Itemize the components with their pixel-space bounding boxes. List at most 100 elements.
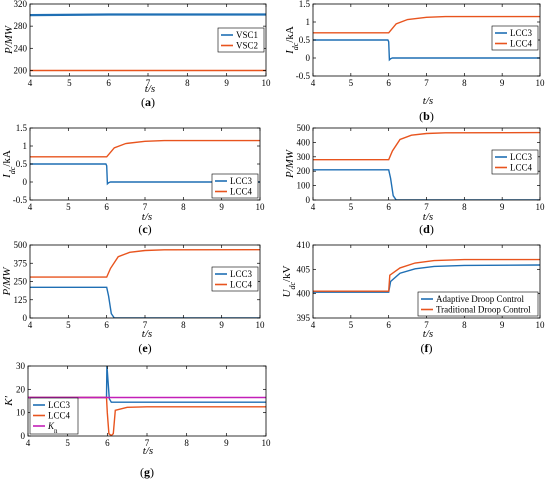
y-axis-label: Idc/kA (284, 26, 300, 55)
x-axis-label: t/s (142, 211, 152, 223)
series-line-lcc4 (28, 396, 266, 436)
x-tick-label: 7 (424, 202, 429, 212)
y-tick-label: 30 (16, 361, 26, 371)
y-tick-label: 125 (14, 295, 28, 305)
x-tick-label: 7 (143, 202, 148, 212)
y-tick-label: 400 (297, 289, 311, 299)
x-tick-label: 9 (500, 78, 505, 88)
y-tick-label: -0.5 (13, 195, 28, 205)
panel-caption: (d) (419, 222, 434, 236)
x-tick-label: 8 (181, 320, 186, 330)
series-line-lcc3 (313, 39, 540, 62)
chart-panel-6: 4 5 6 7 8 9 10 395 400 405 410 t/s Udc/kV Adaptive Dr… (281, 240, 545, 355)
x-axis-label: t/s (142, 328, 152, 340)
x-tick-label: 4 (28, 78, 33, 88)
y-tick-label: 240 (14, 43, 28, 53)
x-tick-label: 4 (28, 320, 33, 330)
x-tick-label: 5 (65, 438, 70, 448)
x-tick-label: 9 (500, 320, 505, 330)
y-axis-label: P/MW (284, 149, 296, 179)
x-tick-label: 6 (104, 202, 109, 212)
y-tick-label: 100 (297, 181, 311, 191)
x-tick-label: 9 (224, 438, 229, 448)
x-tick-label: 8 (462, 320, 467, 330)
x-tick-label: 5 (349, 78, 354, 88)
legend-entry: LCC3 (230, 269, 253, 279)
x-tick-label: 4 (26, 438, 31, 448)
y-axis-label: K' (3, 396, 15, 407)
x-tick-label: 9 (219, 320, 224, 330)
y-tick-label: -0.5 (296, 71, 311, 81)
series-line-lcc4 (313, 131, 540, 161)
x-tick-label: 8 (185, 78, 190, 88)
y-tick-label: 0 (23, 313, 28, 323)
x-axis-label: t/s (423, 95, 433, 107)
series-line-lcc4 (30, 248, 260, 278)
y-axis-label: P/MW (1, 267, 13, 297)
series-line-vsc1 (30, 13, 266, 17)
x-tick-label: 8 (462, 202, 467, 212)
x-tick-label: 4 (28, 202, 33, 212)
x-tick-label: 4 (311, 320, 316, 330)
x-tick-label: 10 (262, 438, 272, 448)
x-tick-label: 9 (224, 78, 229, 88)
y-tick-label: 0 (23, 177, 28, 187)
x-tick-label: 8 (181, 202, 186, 212)
y-tick-label: 500 (297, 123, 311, 133)
x-tick-label: 4 (311, 78, 316, 88)
panel-caption: (c) (138, 222, 151, 236)
panel-caption: (g) (140, 465, 154, 479)
x-tick-label: 10 (256, 202, 266, 212)
legend-entry: LCC4 (230, 187, 253, 197)
panel-caption: (a) (141, 95, 155, 109)
x-tick-label: 7 (424, 78, 429, 88)
y-tick-label: 1 (306, 17, 311, 27)
x-tick-label: 6 (105, 438, 110, 448)
x-tick-label: 5 (66, 320, 71, 330)
x-tick-label: 10 (256, 320, 266, 330)
legend-entry: VSC2 (236, 41, 258, 51)
panel-caption: (e) (138, 341, 151, 355)
legend-entry: LCC3 (48, 400, 71, 410)
x-tick-label: 8 (462, 78, 467, 88)
legend-entry: VSC1 (236, 30, 258, 40)
y-tick-label: 375 (14, 258, 28, 268)
y-tick-label: 200 (14, 65, 28, 75)
series-line-lcc3 (313, 169, 540, 200)
y-tick-label: 410 (297, 240, 311, 250)
panel-caption: (b) (419, 109, 434, 123)
y-tick-label: 10 (16, 408, 26, 418)
legend-entry: LCC4 (48, 411, 71, 421)
y-tick-label: 0 (306, 195, 311, 205)
panel-caption: (f) (421, 341, 433, 355)
legend-entry: LCC4 (510, 39, 533, 49)
y-tick-label: 0.5 (299, 35, 311, 45)
legend-entry: LCC4 (230, 280, 253, 290)
series-line-lcc3 (28, 366, 266, 403)
x-tick-label: 7 (145, 438, 150, 448)
x-axis-label: t/s (423, 211, 433, 223)
x-tick-label: 6 (386, 320, 391, 330)
x-tick-label: 10 (536, 78, 546, 88)
y-tick-label: 320 (14, 0, 28, 9)
series-line-lcc4 (313, 15, 540, 34)
y-tick-label: 300 (297, 152, 311, 162)
y-tick-label: 395 (297, 313, 311, 323)
x-tick-label: 5 (349, 202, 354, 212)
y-tick-label: 0.5 (16, 159, 28, 169)
x-tick-label: 5 (66, 202, 71, 212)
y-tick-label: 400 (297, 137, 311, 147)
legend-entry: Kn (47, 421, 58, 435)
legend-entry: Traditional Droop Control (436, 305, 531, 315)
